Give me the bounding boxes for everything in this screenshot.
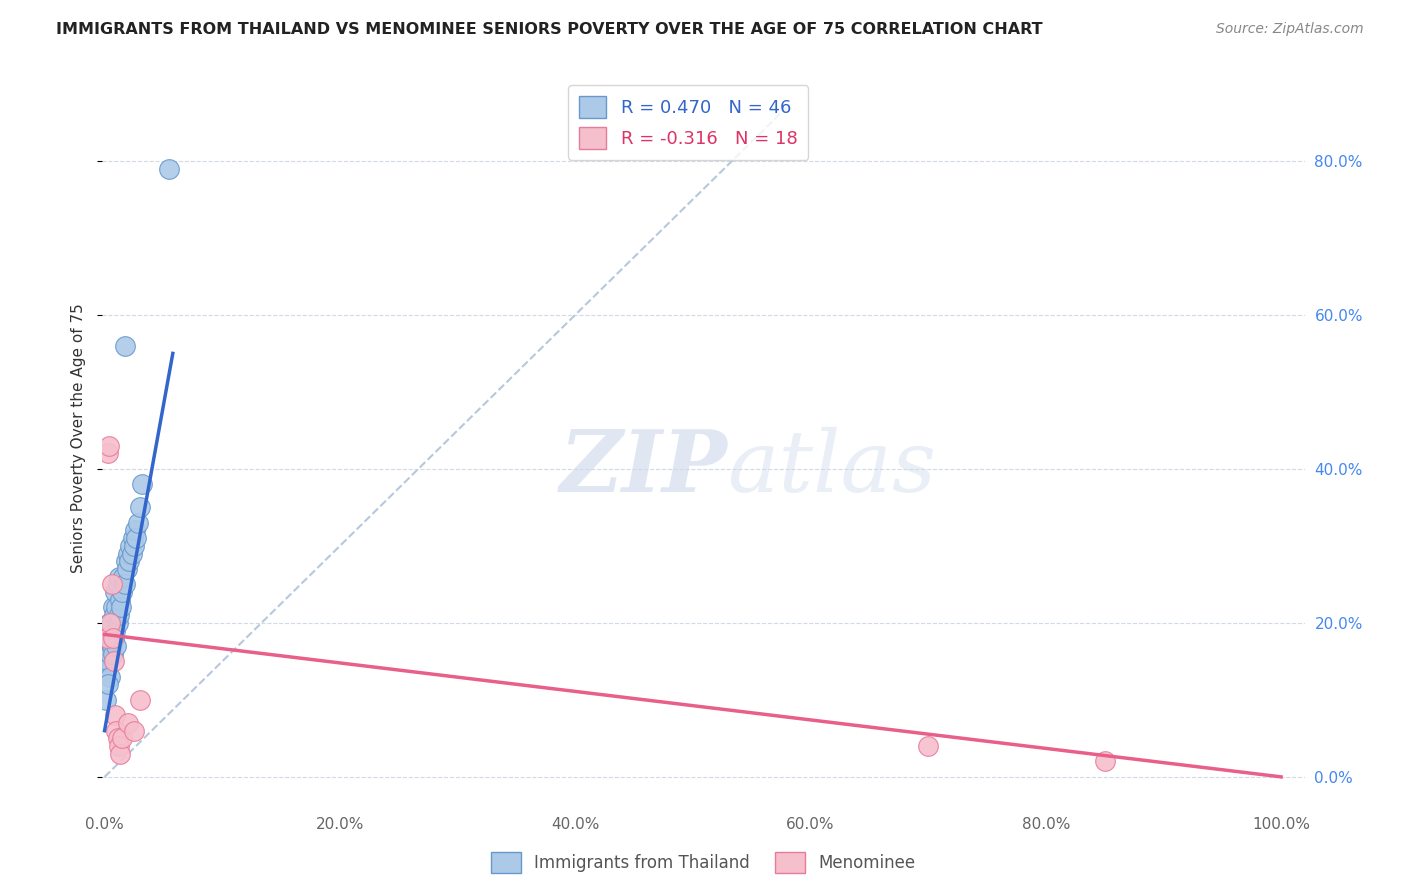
Legend: R = 0.470   N = 46, R = -0.316   N = 18: R = 0.470 N = 46, R = -0.316 N = 18 <box>568 85 808 160</box>
Point <box>101 600 124 615</box>
Point <box>105 639 128 653</box>
Point <box>96 632 118 646</box>
Point <box>107 577 129 591</box>
Point <box>100 670 122 684</box>
Point <box>96 632 118 646</box>
Point <box>100 615 122 630</box>
Point <box>107 731 129 746</box>
Point <box>100 639 122 653</box>
Point <box>108 592 131 607</box>
Point <box>108 747 131 761</box>
Y-axis label: Seniors Poverty Over the Age of 75: Seniors Poverty Over the Age of 75 <box>72 303 86 573</box>
Point <box>111 585 134 599</box>
Point <box>98 439 121 453</box>
Point <box>97 446 120 460</box>
Point <box>105 600 128 615</box>
Point <box>100 624 122 638</box>
Point <box>107 615 129 630</box>
Point <box>103 632 125 646</box>
Point <box>111 731 134 746</box>
Point <box>114 554 136 568</box>
Point <box>98 615 121 630</box>
Point <box>917 739 939 753</box>
Point <box>97 654 120 668</box>
Point <box>100 615 122 630</box>
Point <box>128 500 150 515</box>
Point <box>97 677 120 691</box>
Point <box>114 577 136 591</box>
Point <box>107 739 129 753</box>
Point <box>110 600 132 615</box>
Point <box>114 339 136 353</box>
Point <box>103 608 125 623</box>
Point <box>96 647 118 661</box>
Point <box>1094 755 1116 769</box>
Text: IMMIGRANTS FROM THAILAND VS MENOMINEE SENIORS POVERTY OVER THE AGE OF 75 CORRELA: IMMIGRANTS FROM THAILAND VS MENOMINEE SE… <box>56 22 1043 37</box>
Point <box>117 716 139 731</box>
Point <box>104 624 127 638</box>
Point <box>124 524 146 538</box>
Point <box>100 647 122 661</box>
Point <box>104 708 127 723</box>
Point <box>131 477 153 491</box>
Point <box>125 531 148 545</box>
Point <box>117 547 139 561</box>
Point <box>97 639 120 653</box>
Point <box>100 577 122 591</box>
Point <box>103 654 125 668</box>
Point <box>105 723 128 738</box>
Point <box>94 693 117 707</box>
Point <box>118 554 141 568</box>
Point <box>122 723 145 738</box>
Point <box>107 608 129 623</box>
Point <box>107 570 129 584</box>
Text: ZIP: ZIP <box>560 425 727 509</box>
Point <box>121 531 143 545</box>
Point <box>94 662 117 676</box>
Text: atlas: atlas <box>727 426 936 509</box>
Point <box>101 632 124 646</box>
Point <box>98 632 121 646</box>
Point <box>128 693 150 707</box>
Legend: Immigrants from Thailand, Menominee: Immigrants from Thailand, Menominee <box>484 846 922 880</box>
Point <box>112 570 135 584</box>
Point <box>101 647 124 661</box>
Text: Source: ZipAtlas.com: Source: ZipAtlas.com <box>1216 22 1364 37</box>
Point <box>122 539 145 553</box>
Point <box>121 547 143 561</box>
Point <box>104 585 127 599</box>
Point <box>127 516 149 530</box>
Point <box>115 562 138 576</box>
Point <box>120 539 142 553</box>
Point <box>157 161 180 176</box>
